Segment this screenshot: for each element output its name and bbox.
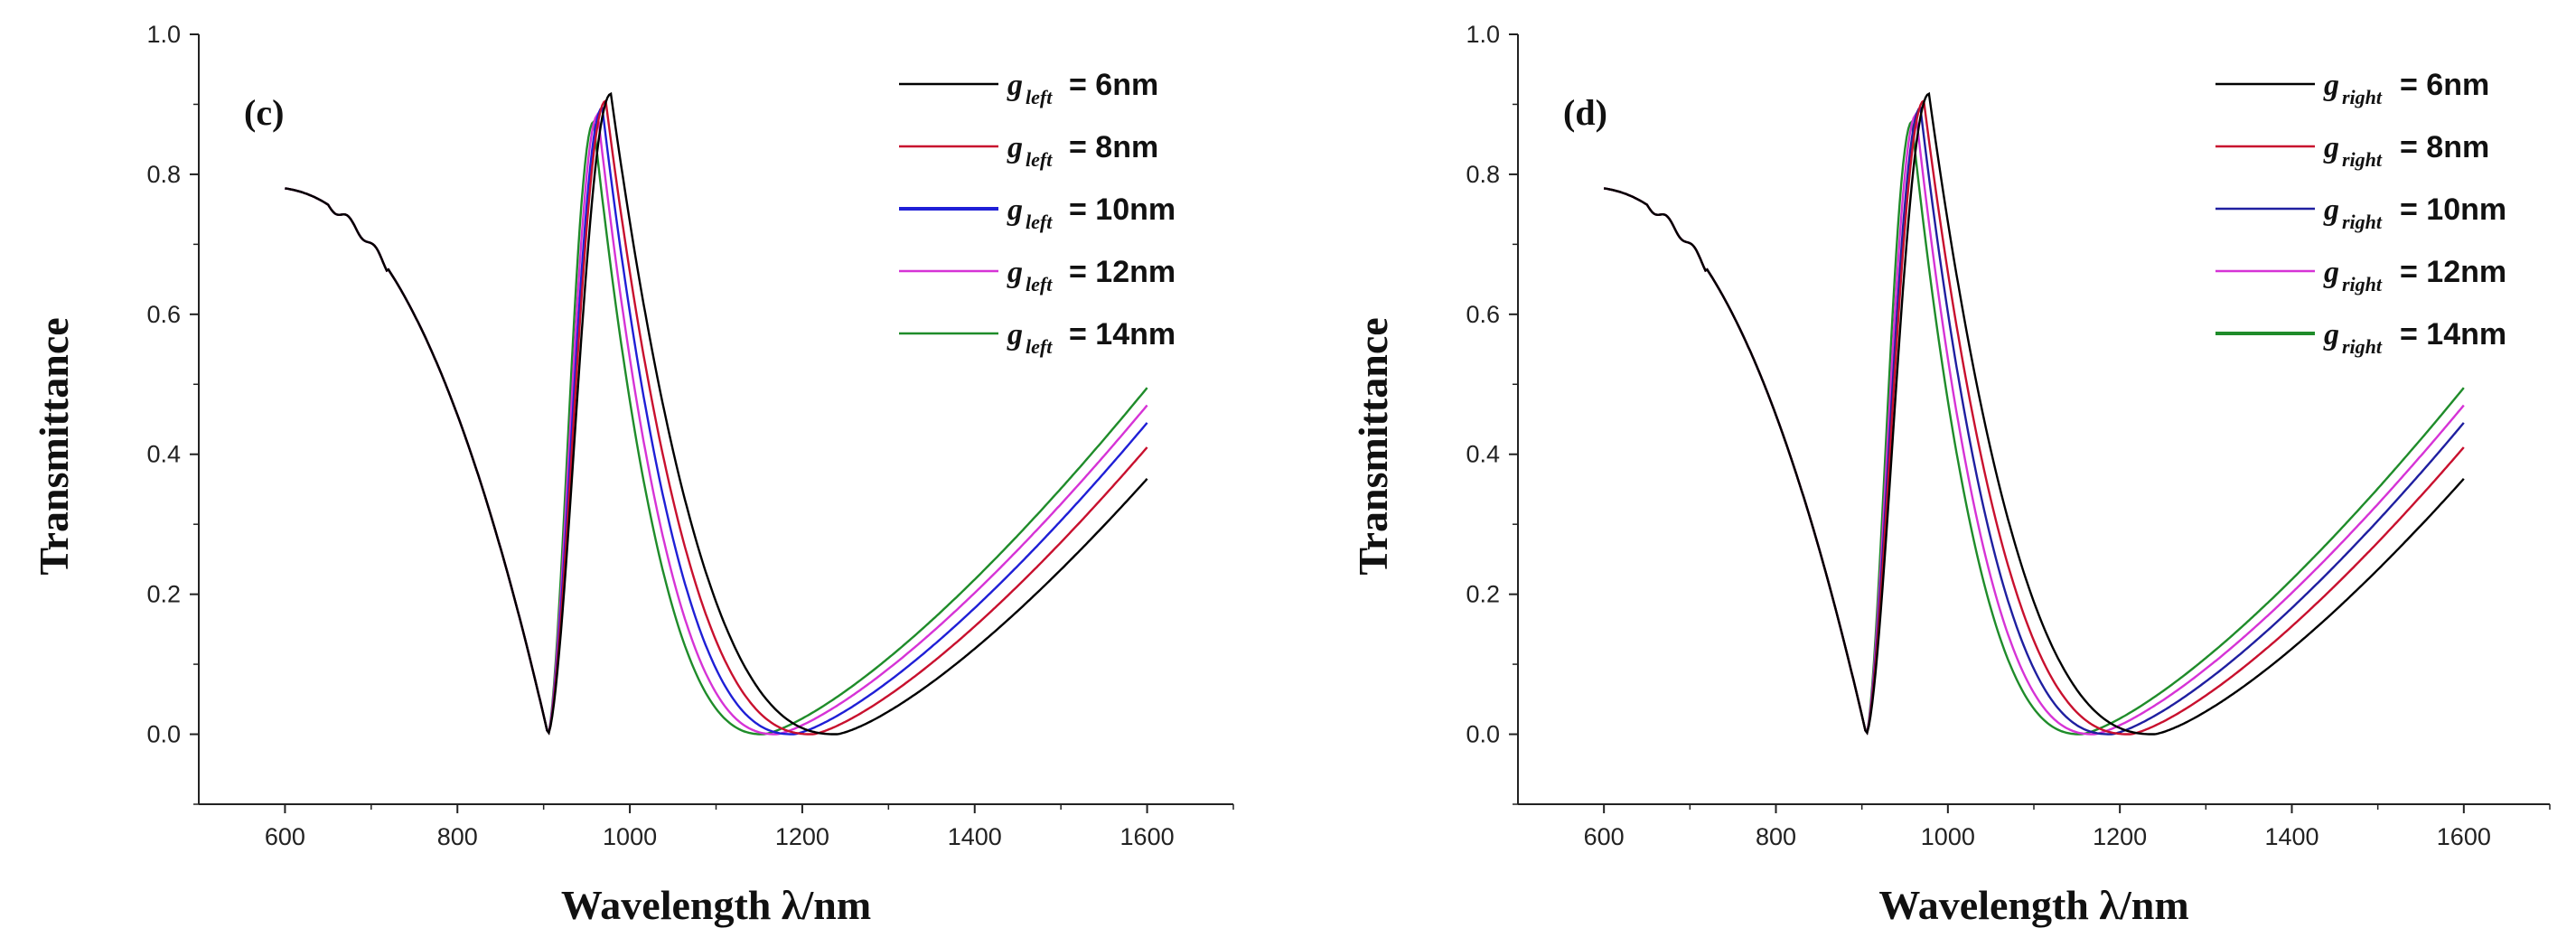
y-tick-label: 1.0 (1466, 21, 1500, 48)
x-tick-label: 1600 (2437, 823, 2491, 850)
x-tick-label: 1200 (775, 823, 829, 850)
chart-panel-d: 600 800 1000 1200 1400 1600 0.0 0.2 0.4 0.6 0.8 1.0… (1350, 21, 2551, 928)
x-tick-label: 800 (437, 823, 478, 850)
legend-label-main: g (1007, 318, 1023, 352)
y-axis-title: Transmittance (1350, 317, 1396, 575)
legend-label-sub: right (2342, 273, 2383, 295)
legend-label-main: g (1007, 193, 1023, 227)
legend-label-sub: right (2342, 148, 2383, 171)
legend-label-value: = 12nm (2400, 255, 2506, 289)
y-tick-label: 1.0 (146, 21, 181, 48)
panel-label: (d) (1563, 92, 1607, 133)
x-tick-label: 1400 (948, 823, 1002, 850)
x-tick-label: 1400 (2264, 823, 2318, 850)
legend-label-sub: left (1026, 86, 1053, 108)
legend-label-value: = 12nm (1069, 255, 1176, 289)
legend-label-sub: left (1026, 211, 1053, 233)
x-tick-label: 800 (1756, 823, 1796, 850)
y-axis-title: Transmittance (31, 317, 77, 575)
legend-label-main: g (2323, 318, 2339, 352)
panel-label: (c) (244, 92, 284, 133)
x-tick-label: 1000 (603, 823, 657, 850)
legend-label-main: g (2323, 131, 2339, 164)
legend-label-value: = 14nm (2400, 317, 2506, 352)
y-tick-label: 0.4 (146, 441, 181, 468)
y-tick-label: 0.0 (146, 721, 181, 748)
legend-label-sub: left (1026, 335, 1053, 358)
y-tick-label: 0.2 (1466, 581, 1500, 608)
y-tick-label: 0.6 (1466, 301, 1500, 328)
legend-label-main: g (1007, 69, 1023, 102)
x-axis-title: Wavelength λ/nm (1878, 882, 2188, 928)
y-tick-label: 0.6 (146, 301, 181, 328)
legend-label-sub: right (2342, 335, 2383, 358)
legend-label-value: = 8nm (1069, 130, 1158, 164)
x-tick-label: 600 (1584, 823, 1625, 850)
legend-label-value: = 6nm (2400, 68, 2489, 102)
legend-label-main: g (2323, 193, 2339, 227)
legend-label-value: = 10nm (2400, 192, 2506, 227)
x-tick-label: 600 (265, 823, 305, 850)
y-tick-label: 0.8 (1466, 161, 1500, 188)
x-axis-title: Wavelength λ/nm (561, 882, 871, 928)
legend-label-sub: right (2342, 211, 2383, 233)
y-tick-label: 0.8 (146, 161, 181, 188)
legend-label-value: = 10nm (1069, 192, 1176, 227)
y-tick-label: 0.2 (146, 581, 181, 608)
legend-label-value: = 14nm (1069, 317, 1176, 352)
legend-label-main: g (1007, 256, 1023, 289)
legend-label-sub: right (2342, 86, 2383, 108)
series-line-0 (1604, 91, 2465, 736)
legend-label-main: g (2323, 256, 2339, 289)
y-tick-label: 0.4 (1466, 441, 1500, 468)
legend-label-value: = 8nm (2400, 130, 2489, 164)
x-tick-label: 1200 (2093, 823, 2147, 850)
y-tick-label: 0.0 (1466, 721, 1500, 748)
x-tick-label: 1600 (1120, 823, 1175, 850)
legend-label-sub: left (1026, 273, 1053, 295)
legend-label-main: g (2323, 69, 2339, 102)
legend-label-sub: left (1026, 148, 1053, 171)
legend-label-main: g (1007, 131, 1023, 164)
x-tick-label: 1000 (1921, 823, 1975, 850)
series-line-0 (285, 91, 1148, 736)
legend-label-value: = 6nm (1069, 68, 1158, 102)
chart-panel-c: 600 800 1000 1200 1400 1600 0.0 0.2 0.4 0.6 0.8 1.0… (31, 21, 1234, 928)
